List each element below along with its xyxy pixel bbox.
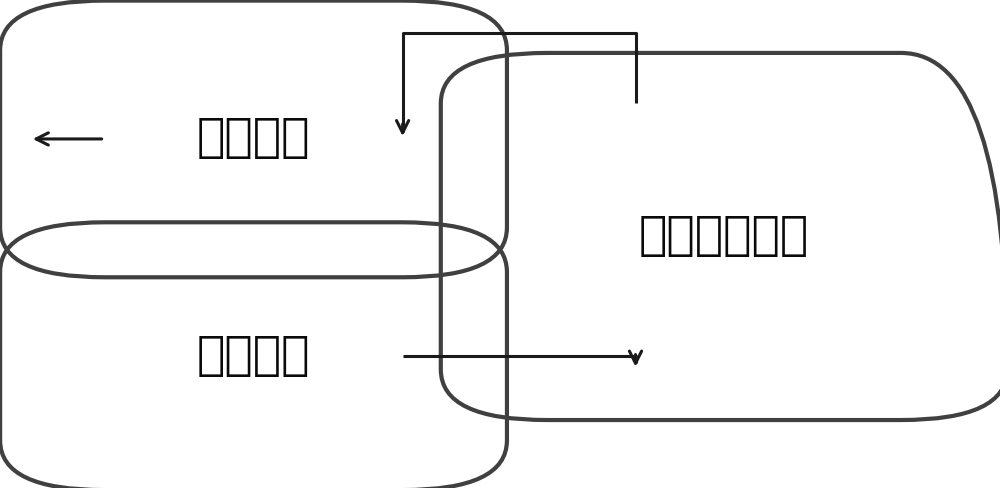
FancyBboxPatch shape [28,14,479,264]
FancyBboxPatch shape [11,228,496,485]
FancyBboxPatch shape [3,224,504,488]
FancyBboxPatch shape [466,65,982,408]
FancyBboxPatch shape [461,62,987,410]
FancyBboxPatch shape [10,5,497,272]
FancyBboxPatch shape [1,1,506,277]
FancyBboxPatch shape [25,13,482,265]
FancyBboxPatch shape [16,8,491,269]
FancyBboxPatch shape [24,234,483,479]
FancyBboxPatch shape [460,62,988,411]
FancyBboxPatch shape [455,60,993,413]
FancyBboxPatch shape [4,2,503,276]
FancyBboxPatch shape [6,3,501,274]
FancyBboxPatch shape [29,236,478,476]
FancyBboxPatch shape [470,67,978,406]
FancyBboxPatch shape [0,0,507,277]
FancyBboxPatch shape [20,10,487,268]
FancyBboxPatch shape [448,57,1000,416]
FancyBboxPatch shape [18,9,489,269]
FancyBboxPatch shape [23,233,484,479]
FancyBboxPatch shape [9,5,498,273]
FancyBboxPatch shape [31,237,476,475]
FancyBboxPatch shape [13,228,494,484]
FancyBboxPatch shape [442,54,1000,419]
FancyBboxPatch shape [456,60,992,413]
FancyBboxPatch shape [10,227,497,486]
FancyBboxPatch shape [14,7,493,271]
FancyBboxPatch shape [464,64,984,409]
FancyBboxPatch shape [14,229,493,484]
FancyBboxPatch shape [441,53,1000,420]
FancyBboxPatch shape [5,224,502,488]
FancyBboxPatch shape [28,235,479,477]
FancyBboxPatch shape [15,229,492,483]
FancyBboxPatch shape [443,54,1000,419]
FancyBboxPatch shape [6,225,501,487]
FancyBboxPatch shape [5,3,502,275]
FancyBboxPatch shape [473,68,975,405]
FancyBboxPatch shape [454,59,995,414]
FancyBboxPatch shape [459,61,989,411]
FancyBboxPatch shape [8,4,499,274]
FancyBboxPatch shape [469,66,979,407]
FancyBboxPatch shape [20,232,487,481]
FancyBboxPatch shape [446,55,1000,418]
FancyBboxPatch shape [19,10,488,268]
FancyBboxPatch shape [0,223,507,488]
FancyBboxPatch shape [18,231,489,482]
Text: 主激光器: 主激光器 [197,334,310,379]
FancyBboxPatch shape [468,66,980,407]
FancyBboxPatch shape [30,15,477,263]
FancyBboxPatch shape [26,13,481,265]
FancyBboxPatch shape [9,226,498,486]
FancyBboxPatch shape [30,237,477,476]
Text: 片上光隔离器: 片上光隔离器 [639,214,809,259]
FancyBboxPatch shape [26,235,481,478]
FancyBboxPatch shape [462,63,986,410]
FancyBboxPatch shape [31,16,476,263]
FancyBboxPatch shape [471,67,977,406]
FancyBboxPatch shape [447,56,1000,417]
FancyBboxPatch shape [19,231,488,481]
FancyBboxPatch shape [8,226,499,487]
FancyBboxPatch shape [23,11,484,266]
FancyBboxPatch shape [25,234,482,478]
FancyBboxPatch shape [21,11,486,267]
FancyBboxPatch shape [465,64,983,408]
FancyBboxPatch shape [11,6,496,272]
FancyBboxPatch shape [15,8,492,270]
Text: 从激光器: 从激光器 [197,117,310,162]
FancyBboxPatch shape [13,6,494,271]
FancyBboxPatch shape [1,223,506,488]
FancyBboxPatch shape [3,2,504,276]
FancyBboxPatch shape [24,12,483,266]
FancyBboxPatch shape [452,59,996,415]
FancyBboxPatch shape [457,61,991,412]
FancyBboxPatch shape [4,224,503,488]
FancyBboxPatch shape [451,58,997,415]
FancyBboxPatch shape [16,230,491,482]
FancyBboxPatch shape [21,232,486,480]
FancyBboxPatch shape [445,55,1000,418]
FancyBboxPatch shape [29,14,478,264]
FancyBboxPatch shape [450,57,998,416]
